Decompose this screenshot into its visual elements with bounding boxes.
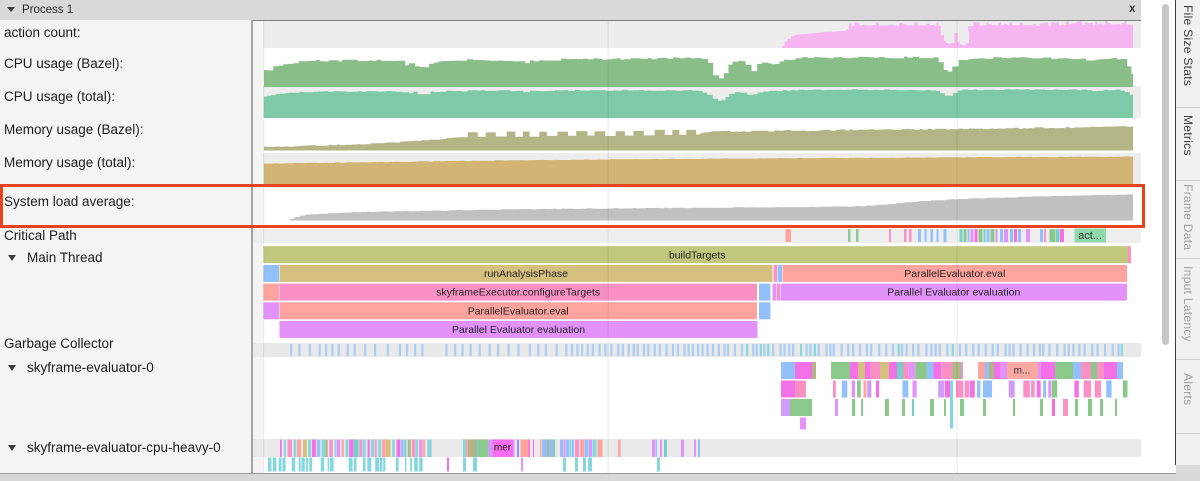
- svg-text:Parallel Evaluator evaluation: Parallel Evaluator evaluation: [887, 287, 1020, 299]
- svg-text:runAnalysisPhase: runAnalysisPhase: [484, 268, 568, 280]
- svg-text:m...: m...: [1014, 366, 1031, 377]
- svg-text:Parallel Evaluator evaluation: Parallel Evaluator evaluation: [452, 324, 585, 336]
- svg-text:mer: mer: [494, 443, 512, 454]
- svg-text:act...: act...: [1078, 230, 1102, 242]
- svg-text:ParallelEvaluator.eval: ParallelEvaluator.eval: [904, 268, 1005, 280]
- svg-text:ParallelEvaluator.eval: ParallelEvaluator.eval: [468, 305, 569, 317]
- svg-text:buildTargets: buildTargets: [669, 249, 726, 261]
- svg-text:skyframeExecutor.configureTarg: skyframeExecutor.configureTargets: [436, 287, 600, 299]
